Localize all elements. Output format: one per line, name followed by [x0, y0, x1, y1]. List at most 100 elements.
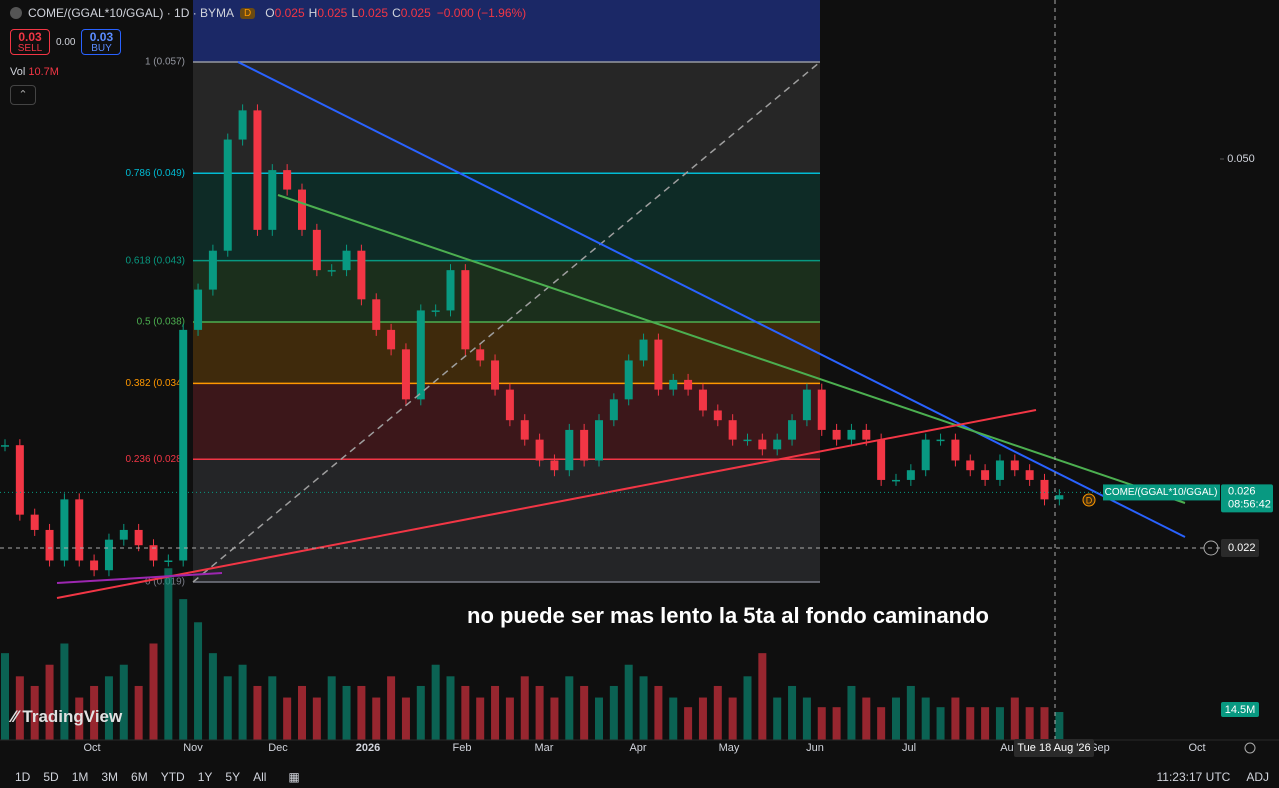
- candle-body: [401, 349, 410, 400]
- range-button[interactable]: 6M: [131, 770, 148, 784]
- symbol-tag: [1103, 484, 1220, 501]
- candle-body: [476, 349, 485, 361]
- volume-bar: [669, 697, 678, 740]
- volume-bar: [60, 643, 69, 740]
- last-price-box: [1221, 484, 1273, 513]
- range-button[interactable]: YTD: [160, 770, 185, 784]
- fib-label: 0.5 (0.038): [137, 317, 185, 328]
- volume-bar: [906, 685, 915, 740]
- ohlc-key: H: [308, 6, 318, 20]
- volume-bar: [90, 685, 99, 740]
- candles: [1, 104, 1064, 577]
- candle-body: [387, 329, 396, 350]
- adj-button[interactable]: ADJ: [1246, 770, 1269, 784]
- candle-body: [60, 499, 69, 561]
- volume-bar: [15, 676, 24, 740]
- range-button[interactable]: All: [253, 770, 267, 784]
- volume-bar: [520, 676, 529, 740]
- ohlc: O0.025 H0.025 L0.025 C0.025: [261, 6, 431, 20]
- candle-body: [461, 270, 470, 350]
- time-label: Apr: [629, 742, 646, 754]
- volume-bar: [179, 599, 188, 740]
- fib-band: [193, 62, 820, 174]
- candle-body: [30, 514, 39, 530]
- candle-body: [758, 439, 767, 450]
- collapse-button[interactable]: ⌃: [10, 85, 36, 105]
- fib-band: [193, 322, 820, 384]
- volume-legend: Vol 10.7M: [10, 66, 59, 78]
- candle-body: [372, 299, 381, 330]
- symbol-tag-label: COME/(GGAL*10/GGAL): [1105, 487, 1218, 498]
- candle-body: [995, 460, 1004, 480]
- volume-bar: [877, 707, 886, 740]
- candle-body: [327, 270, 336, 272]
- range-button[interactable]: 5D: [43, 770, 59, 784]
- candle-body: [491, 360, 500, 390]
- volume-bar: [951, 697, 960, 740]
- ohlc-value: 0.025: [317, 6, 348, 20]
- countdown-label: 08:56:42: [1228, 498, 1271, 510]
- candle-body: [149, 545, 158, 561]
- volume-bar: [238, 664, 247, 740]
- price-tick-label: 0.050: [1227, 153, 1255, 165]
- candle-body: [639, 339, 648, 361]
- trend-line-red: [56, 409, 1037, 599]
- volume-bar: [119, 664, 128, 740]
- candle-body: [580, 429, 589, 461]
- candle-body: [268, 170, 277, 230]
- dividend-marker[interactable]: [1082, 493, 1096, 507]
- candle-body: [1010, 460, 1019, 471]
- volume-bar: [995, 707, 1004, 740]
- ohlc-key: O: [265, 6, 275, 20]
- volume-bar: [698, 697, 707, 740]
- volume-bar: [194, 622, 203, 740]
- volume-bar: [654, 685, 663, 740]
- crosshair-date-box: [1014, 739, 1094, 757]
- sell-price: 0.03: [18, 30, 42, 44]
- volume-value: 10.7M: [28, 66, 59, 78]
- settings-icon[interactable]: [1244, 742, 1256, 754]
- sell-button[interactable]: 0.03 SELL: [10, 29, 50, 55]
- fibonacci: 1 (0.057) 0.786 (0.049) 0.618 (0.043) 0.5 (…: [126, 57, 820, 588]
- volume-bar: [30, 685, 39, 740]
- volume-bar: [298, 685, 306, 740]
- range-button[interactable]: 1M: [71, 770, 89, 784]
- time-label: Oct: [83, 742, 100, 754]
- candle-body: [119, 529, 128, 540]
- candle-body: [1, 445, 9, 447]
- candle-body: [773, 439, 782, 450]
- badge: D: [240, 7, 256, 19]
- buy-button[interactable]: 0.03 BUY: [81, 29, 122, 55]
- range-button[interactable]: 3M: [101, 770, 119, 784]
- volume: [1, 568, 1064, 740]
- time-label: Dec: [268, 742, 288, 754]
- volume-bar: [535, 685, 544, 740]
- range-button[interactable]: 5Y: [225, 770, 241, 784]
- candle-body: [684, 379, 693, 390]
- symbol[interactable]: COME/(GGAL*10/GGAL) · 1D · BYMA: [28, 6, 235, 20]
- volume-bar: [862, 697, 871, 740]
- candle-body: [906, 470, 915, 480]
- volume-bar: [1025, 707, 1034, 740]
- candle-body: [283, 170, 292, 190]
- volume-bar: [491, 685, 500, 740]
- range-button[interactable]: 1D: [15, 770, 31, 784]
- range-button[interactable]: 1Y: [197, 770, 213, 784]
- candle-body: [862, 429, 871, 440]
- fib-label: 0.786 (0.049): [126, 168, 186, 179]
- candle-body: [817, 389, 826, 430]
- volume-bar: [476, 697, 485, 740]
- volume-bar: [223, 676, 232, 740]
- volume-bar: [639, 676, 648, 740]
- volume-bar: [624, 664, 633, 740]
- calendar-icon[interactable]: ▦: [288, 770, 300, 784]
- volume-bar: [327, 676, 336, 740]
- time-label: 2026: [356, 742, 380, 754]
- trend-line-green: [277, 194, 1186, 504]
- candle-body: [238, 110, 247, 140]
- candle-body: [966, 460, 975, 471]
- last-price-label: 0.026: [1228, 485, 1256, 497]
- candle-body: [1055, 495, 1064, 500]
- candle-body: [104, 539, 113, 571]
- candle-body: [669, 379, 678, 390]
